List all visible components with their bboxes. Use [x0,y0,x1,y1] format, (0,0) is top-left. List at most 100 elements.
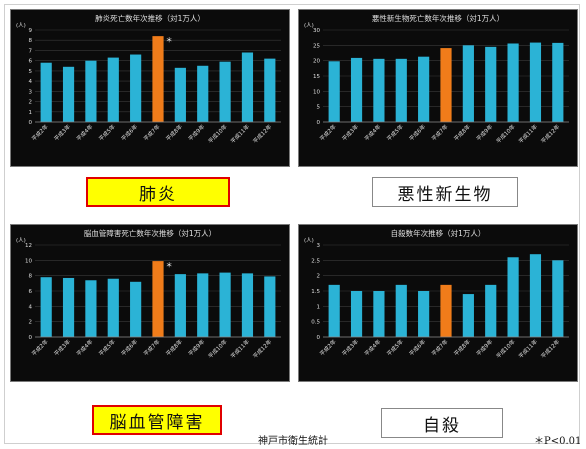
x-tick-label: 平成3年 [52,122,72,142]
y-tick-label: 30 [313,28,320,34]
chart-panel-cerebrovascular: 脳血管障害死亡数年次推移（対1万人） (人) 0 2 4 6 8 10 12 平成2年 平成3年 平成… [10,224,290,382]
y-tick-label: 5 [29,69,33,75]
bar-平成9年 [197,65,209,122]
y-tick-label: 2 [29,320,33,326]
y-tick-label: 0 [317,120,321,126]
y-axis-unit: (人) [304,22,314,29]
bar-平成2年 [328,61,340,122]
y-tick-label: 8 [29,38,33,44]
bar-平成6年 [418,291,430,337]
bar-平成8年 [174,67,186,122]
x-tick-label: 平成2年 [318,337,338,357]
bar-平成12年 [264,276,276,337]
x-tick-label: 平成12年 [539,337,562,360]
x-tick-label: 平成5年 [385,337,405,357]
bar-平成7年 [440,284,452,337]
bar-平成4年 [85,60,97,122]
chart-pneumonia: 肺炎死亡数年次推移（対1万人） (人) 0 1 2 3 4 5 6 7 8 9 平成2年 平成3年 平成4年… [16,13,281,145]
significance-marker: ＊ [166,36,173,44]
x-tick-label: 平成2年 [30,122,50,142]
x-tick-label: 平成12年 [251,337,274,360]
x-tick-label: 平成10年 [206,122,229,145]
x-tick-label: 平成8年 [452,122,472,142]
x-tick-label: 平成11年 [517,122,540,145]
y-tick-label: 4 [29,79,33,85]
x-tick-label: 平成9年 [474,337,494,357]
x-tick-label: 平成10年 [494,337,517,360]
x-tick-label: 平成6年 [407,337,427,357]
x-tick-label: 平成10年 [206,337,229,360]
bar-平成7年 [440,48,452,122]
bar-平成12年 [552,260,564,337]
chart-title: 脳血管障害死亡数年次推移（対1万人） [84,228,216,238]
bar-平成2年 [40,277,52,337]
x-tick-label: 平成7年 [430,337,450,357]
y-tick-label: 6 [29,289,33,295]
y-axis-unit: (人) [16,22,26,29]
y-tick-label: 3 [317,243,321,249]
chart-panel-malignant-neoplasm: 悪性新生物死亡数年次推移（対1万人） (人) 0 5 10 15 20 25 30 平成2年 平成3… [298,9,578,167]
x-tick-label: 平成7年 [142,337,162,357]
x-tick-label: 平成8年 [164,337,184,357]
bar-平成2年 [328,284,340,337]
bar-平成11年 [241,52,254,122]
x-tick-label: 平成11年 [517,337,540,360]
x-tick-label: 平成8年 [452,337,472,357]
chart-title: 悪性新生物死亡数年次推移（対1万人） [372,13,504,23]
label-malignant-neoplasm: 悪性新生物 [372,177,518,207]
bar-平成12年 [264,58,276,122]
y-tick-label: 6 [29,59,33,65]
y-axis-unit: (人) [16,237,26,244]
bar-平成3年 [62,66,75,122]
bar-平成6年 [130,54,142,122]
bar-平成10年 [219,272,231,337]
bar-平成2年 [40,62,52,122]
y-tick-label: 0 [29,120,33,126]
x-tick-label: 平成12年 [539,122,562,145]
bar-平成9年 [485,46,497,122]
bar-平成10年 [507,257,519,337]
x-tick-label: 平成5年 [97,337,117,357]
chart-title: 自殺数年次推移（対1万人） [391,228,486,238]
bar-平成8年 [462,294,474,337]
x-tick-label: 平成4年 [363,337,383,357]
significance-note: ＊P<0.01 [534,436,582,447]
x-tick-label: 平成6年 [119,122,139,142]
significance-marker: ＊ [166,261,173,269]
x-tick-label: 平成9年 [474,122,494,142]
bar-平成5年 [395,58,407,122]
y-tick-label: 7 [29,48,33,54]
x-tick-label: 平成5年 [385,122,405,142]
x-tick-label: 平成12年 [251,122,274,145]
y-tick-label: 0 [317,335,321,341]
bar-平成5年 [107,57,119,122]
y-tick-label: 25 [313,43,320,49]
bar-平成11年 [241,273,254,337]
x-tick-label: 平成2年 [318,122,338,142]
y-tick-label: 9 [29,28,33,34]
x-tick-label: 平成9年 [186,122,206,142]
y-tick-label: 10 [313,89,320,95]
bar-平成4年 [373,58,385,122]
x-tick-label: 平成2年 [30,337,50,357]
bar-平成8年 [174,274,186,337]
y-tick-label: 8 [29,274,33,280]
x-tick-label: 平成5年 [97,122,117,142]
bar-平成4年 [373,291,385,337]
chart-panel-pneumonia: 肺炎死亡数年次推移（対1万人） (人) 0 1 2 3 4 5 6 7 8 9 平成2年 平成3年 平成4年… [10,9,290,167]
y-tick-label: 0.5 [311,320,320,326]
figure-frame [4,4,580,444]
data-source: 神戸市衛生統計 [258,436,328,447]
bar-平成9年 [197,273,209,337]
y-tick-label: 5 [317,105,321,111]
bar-平成4年 [85,280,97,337]
bar-平成3年 [350,57,363,123]
bar-平成5年 [107,278,119,337]
x-tick-label: 平成6年 [119,337,139,357]
label-cerebrovascular: 脳血管障害 [92,405,222,435]
y-tick-label: 4 [29,304,33,310]
x-tick-label: 平成4年 [75,122,95,142]
x-tick-label: 平成11年 [229,122,252,145]
y-tick-label: 3 [29,89,33,95]
